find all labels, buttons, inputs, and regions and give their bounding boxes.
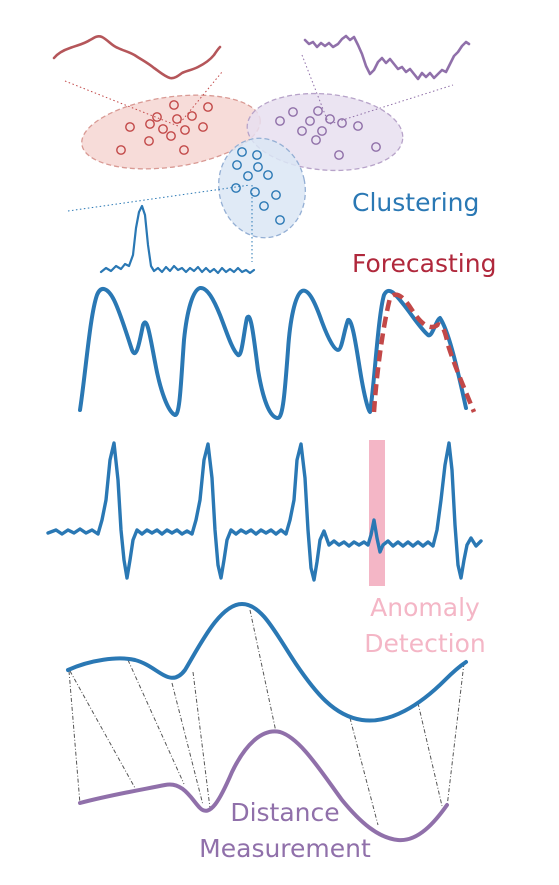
blue-series-sketch	[99, 204, 256, 275]
red-point	[169, 100, 179, 110]
blue-point	[237, 147, 247, 157]
red-point	[145, 119, 155, 129]
anomaly-detection-label: Anomaly Detection	[300, 590, 550, 662]
alignment-link	[171, 682, 204, 806]
blue-point	[253, 162, 263, 172]
distance-series-bottom	[78, 729, 449, 843]
red-point	[198, 122, 208, 132]
blue-point	[243, 171, 253, 181]
blue-cluster-points	[231, 147, 285, 225]
purple-point	[325, 114, 335, 124]
red-point	[179, 145, 189, 155]
purple-cluster-points	[275, 106, 381, 160]
red-point	[166, 131, 176, 141]
blue-point	[250, 187, 260, 197]
alignment-link	[349, 717, 379, 826]
alignment-links	[68, 609, 465, 826]
blue-point	[232, 160, 242, 170]
blue-point	[275, 215, 285, 225]
forecasting-series	[78, 286, 468, 420]
purple-series-sketch	[303, 34, 471, 81]
alignment-link	[417, 702, 443, 807]
red-point	[116, 145, 126, 155]
blue-point	[259, 201, 269, 211]
red-point	[180, 125, 190, 135]
blue-point	[263, 170, 273, 180]
distance-series-top	[66, 601, 468, 723]
forecasting-panel	[78, 286, 477, 420]
purple-point	[297, 126, 307, 136]
forecast-prediction	[371, 292, 477, 413]
guide-line-red-2	[179, 71, 223, 124]
guide-line-purple-2	[329, 84, 454, 125]
alignment-link	[249, 609, 277, 733]
guide-line-blue	[67, 184, 251, 212]
red-series-sketch	[52, 35, 222, 80]
alignment-link	[69, 670, 136, 789]
distance-label-line2: Measurement	[199, 834, 371, 863]
purple-point	[337, 118, 347, 128]
anomaly-panel	[46, 440, 483, 586]
red-point	[125, 122, 135, 132]
red-point	[203, 102, 213, 112]
blue-point	[231, 183, 241, 193]
red-cluster-points	[116, 100, 213, 155]
distance-label-line1: Distance	[230, 798, 340, 827]
purple-point	[317, 126, 327, 136]
purple-point	[371, 142, 381, 152]
alignment-link	[68, 670, 81, 805]
distance-panel	[66, 601, 468, 843]
red-point	[144, 136, 154, 146]
red-point	[187, 111, 197, 121]
forecasting-label: Forecasting	[352, 249, 497, 278]
guide-line-red	[64, 80, 179, 127]
purple-point	[311, 135, 321, 145]
blue-point	[271, 190, 281, 200]
red-point	[172, 114, 182, 124]
purple-point	[353, 121, 363, 131]
clustering-panel	[52, 34, 471, 275]
clustering-label: Clustering	[352, 188, 480, 217]
purple-point	[334, 150, 344, 160]
red-point	[152, 112, 162, 122]
purple-point	[275, 116, 285, 126]
purple-point	[288, 107, 298, 117]
anomaly-series	[46, 441, 483, 582]
alignment-link	[192, 671, 211, 809]
anomaly-highlight	[369, 440, 385, 586]
purple-point	[305, 116, 315, 126]
alignment-link	[446, 662, 465, 808]
distance-measurement-label: Distance Measurement	[165, 795, 405, 867]
anomaly-label-line2: Detection	[364, 629, 486, 658]
red-point	[158, 124, 168, 134]
purple-point	[313, 106, 323, 116]
anomaly-label-line1: Anomaly	[370, 593, 480, 622]
blue-point	[252, 150, 262, 160]
